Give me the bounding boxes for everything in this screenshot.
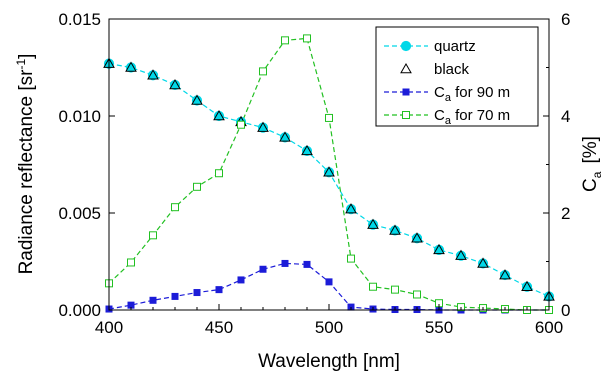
x-tick-label: 550 bbox=[425, 318, 453, 337]
point-black bbox=[345, 203, 357, 214]
point-black bbox=[169, 78, 181, 90]
point-ca-70m bbox=[259, 67, 267, 76]
point-black bbox=[455, 249, 467, 260]
point-black bbox=[279, 131, 291, 142]
y-right-tick-label: 4 bbox=[561, 107, 570, 126]
point-black bbox=[367, 218, 379, 229]
legend-ca70-sub: a bbox=[445, 115, 452, 127]
series-line-ca-90m bbox=[108, 262, 549, 311]
point-black bbox=[301, 144, 313, 156]
x-tick-label: 500 bbox=[315, 318, 343, 337]
point-black bbox=[323, 166, 335, 177]
point-ca-90m bbox=[237, 276, 245, 284]
y-right-tick-label: 2 bbox=[561, 204, 570, 223]
point-black bbox=[477, 257, 489, 268]
y-left-label-main: Radiance reflectance [sr bbox=[16, 69, 37, 275]
point-black bbox=[521, 280, 533, 291]
point-ca-90m bbox=[149, 296, 157, 304]
legend-marker-ca-70m bbox=[402, 111, 410, 119]
point-black bbox=[125, 61, 137, 72]
legend-label-ca-90m: Ca for 90 m bbox=[434, 84, 510, 104]
point-black bbox=[257, 121, 269, 132]
point-ca-70m bbox=[281, 36, 289, 45]
y-axis-right-label: Ca [%] bbox=[580, 136, 604, 192]
point-ca-70m bbox=[325, 113, 333, 122]
y-right-label-sub: a bbox=[590, 171, 604, 178]
point-black bbox=[147, 69, 159, 80]
y-left-label-end: ] bbox=[16, 54, 37, 59]
point-black bbox=[499, 269, 511, 280]
x-tick-label: 400 bbox=[95, 318, 123, 337]
legend-ca70-main: C bbox=[434, 107, 445, 124]
x-tick-label: 600 bbox=[535, 318, 563, 337]
legend-label-quartz: quartz bbox=[434, 38, 476, 55]
point-ca-90m bbox=[303, 260, 311, 268]
point-ca-70m bbox=[413, 290, 421, 299]
axis-ticks bbox=[108, 18, 550, 311]
point-ca-90m bbox=[215, 286, 223, 294]
y-right-tick-label: 0 bbox=[561, 301, 570, 320]
point-ca-90m bbox=[171, 292, 179, 300]
point-ca-70m bbox=[303, 34, 311, 43]
point-black bbox=[191, 94, 203, 105]
point-ca-70m bbox=[347, 254, 355, 263]
y-left-tick-label: 0.015 bbox=[58, 10, 101, 29]
point-ca-70m bbox=[215, 169, 223, 178]
legend-label-ca-70m: Ca for 70 m bbox=[434, 107, 510, 127]
legend-marker-black bbox=[400, 62, 412, 74]
legend-marker-ca-90m bbox=[402, 88, 410, 96]
y-left-tick-label: 0.010 bbox=[58, 107, 101, 126]
y-left-label-sup: -1 bbox=[14, 59, 28, 70]
point-ca-90m bbox=[325, 278, 333, 286]
y-left-tick-label: 0.000 bbox=[58, 301, 101, 320]
point-ca-70m bbox=[193, 182, 201, 191]
point-black bbox=[411, 232, 423, 243]
x-tick-label: 450 bbox=[205, 318, 233, 337]
legend-ca90-rest: for 90 m bbox=[451, 84, 510, 101]
legend: quartz black Ca for 90 m Ca for 70 m bbox=[375, 26, 539, 127]
point-ca-70m bbox=[369, 282, 377, 291]
y-right-tick-label: 6 bbox=[561, 10, 570, 29]
y-axis-left-label: Radiance reflectance [sr-1] bbox=[14, 54, 37, 275]
legend-ca70-rest: for 70 m bbox=[451, 107, 510, 124]
point-ca-90m bbox=[281, 259, 289, 267]
point-ca-90m bbox=[193, 289, 201, 297]
point-black bbox=[213, 109, 225, 121]
axis-tick-labels: 400 450 500 550 600 0.000 0.005 0.010 0.015 0 2 4 6 bbox=[58, 10, 570, 337]
legend-ca90-main: C bbox=[434, 84, 445, 101]
legend-ca90-sub: a bbox=[445, 92, 452, 104]
point-black bbox=[389, 224, 401, 235]
y-right-label-unit: [%] bbox=[580, 136, 601, 163]
y-right-label-main: C bbox=[580, 178, 601, 192]
point-ca-70m bbox=[391, 285, 399, 294]
legend-marker-quartz bbox=[400, 40, 412, 52]
legend-label-black: black bbox=[434, 61, 470, 78]
point-ca-70m bbox=[127, 258, 135, 267]
point-ca-70m bbox=[149, 231, 157, 240]
point-ca-70m bbox=[171, 203, 179, 212]
point-ca-90m bbox=[259, 265, 267, 273]
point-black bbox=[433, 243, 445, 255]
y-left-tick-label: 0.005 bbox=[58, 204, 101, 223]
x-axis-label: Wavelength [nm] bbox=[258, 351, 400, 372]
point-ca-70m bbox=[237, 120, 245, 129]
